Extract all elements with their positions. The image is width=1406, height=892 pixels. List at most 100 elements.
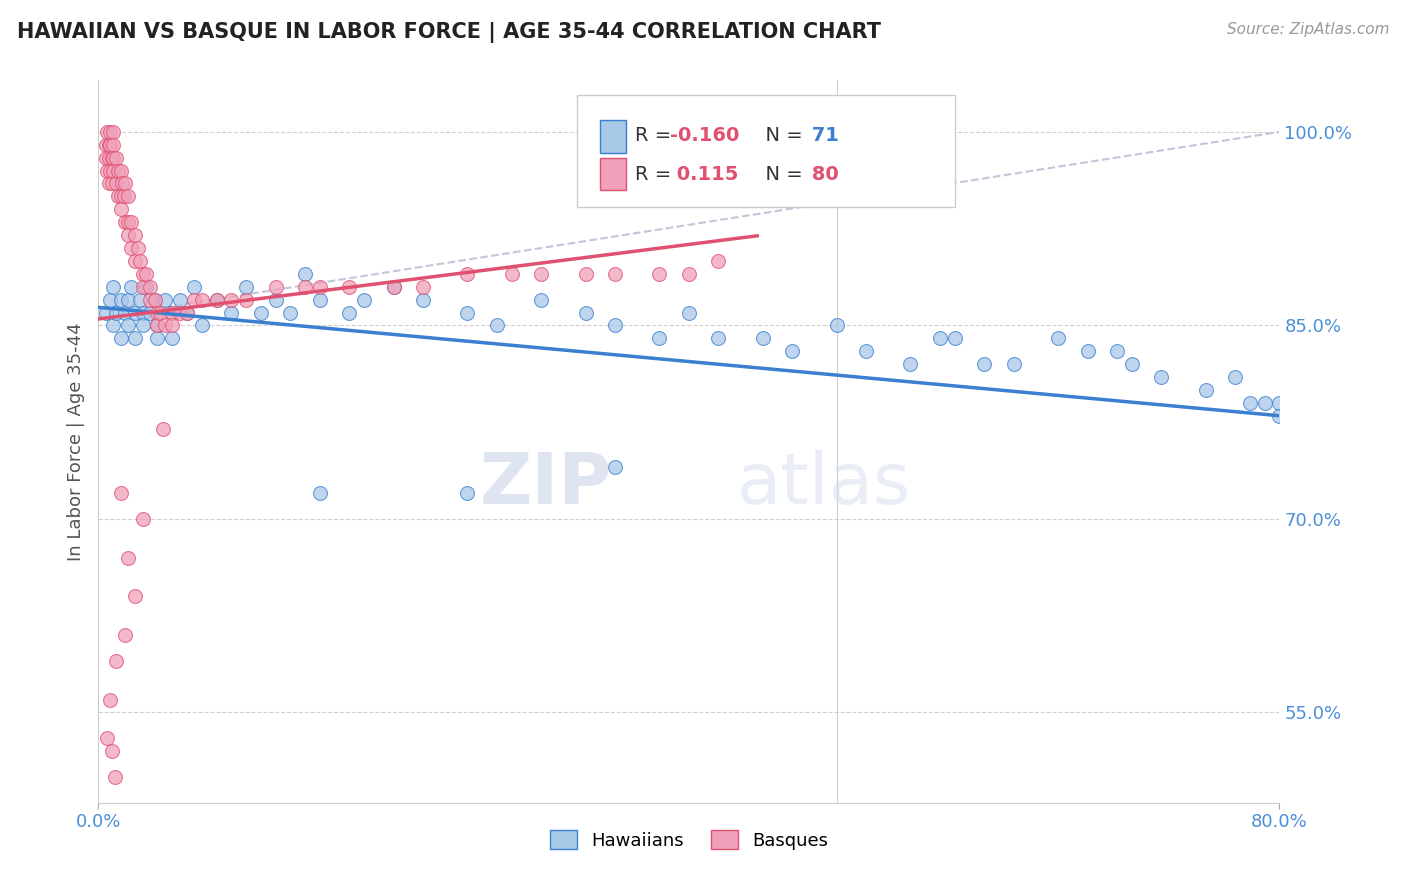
- Point: [648, 331, 671, 345]
- Point: [98, 692, 121, 706]
- Point: [112, 189, 135, 203]
- Point: [146, 331, 169, 345]
- Point: [264, 279, 287, 293]
- Point: [707, 253, 730, 268]
- Point: [169, 305, 191, 319]
- Point: [124, 305, 146, 319]
- Point: [457, 486, 479, 500]
- Point: [103, 318, 125, 333]
- Point: [97, 137, 120, 152]
- Point: [169, 293, 191, 307]
- Point: [146, 318, 169, 333]
- Point: [94, 305, 117, 319]
- Point: [103, 279, 125, 293]
- Point: [139, 279, 162, 293]
- Point: [94, 151, 117, 165]
- Point: [146, 305, 169, 319]
- Point: [575, 267, 598, 281]
- Point: [117, 293, 139, 307]
- Point: [103, 163, 125, 178]
- Point: [900, 357, 922, 371]
- Text: N =: N =: [752, 127, 808, 145]
- Point: [117, 215, 139, 229]
- Point: [1121, 357, 1143, 371]
- Point: [114, 305, 136, 319]
- Point: [191, 318, 214, 333]
- Point: [943, 331, 966, 345]
- Point: [605, 318, 627, 333]
- Point: [782, 344, 804, 359]
- Point: [752, 331, 775, 345]
- Point: [143, 293, 166, 307]
- Point: [855, 344, 877, 359]
- Point: [1107, 344, 1129, 359]
- Point: [97, 151, 120, 165]
- Point: [309, 293, 332, 307]
- Point: [183, 293, 205, 307]
- Point: [98, 125, 121, 139]
- Point: [929, 331, 952, 345]
- Point: [1239, 396, 1261, 410]
- Point: [412, 293, 434, 307]
- Point: [575, 305, 598, 319]
- Point: [412, 279, 434, 293]
- Point: [132, 267, 155, 281]
- Point: [353, 293, 375, 307]
- Point: [120, 279, 142, 293]
- Point: [678, 267, 700, 281]
- Point: [100, 177, 122, 191]
- Point: [382, 279, 405, 293]
- Point: [678, 305, 700, 319]
- Point: [1002, 357, 1025, 371]
- Point: [235, 293, 257, 307]
- Point: [110, 202, 132, 217]
- Point: [205, 293, 228, 307]
- Point: [107, 163, 129, 178]
- Point: [135, 279, 157, 293]
- Point: [1254, 396, 1277, 410]
- Point: [152, 422, 174, 436]
- Text: 0.115: 0.115: [671, 165, 738, 184]
- Text: atlas: atlas: [737, 450, 911, 519]
- Text: Source: ZipAtlas.com: Source: ZipAtlas.com: [1226, 22, 1389, 37]
- Point: [96, 125, 118, 139]
- Point: [139, 305, 162, 319]
- Point: [648, 267, 671, 281]
- Point: [124, 590, 146, 604]
- Point: [120, 241, 142, 255]
- Point: [114, 177, 136, 191]
- Point: [382, 279, 405, 293]
- Point: [457, 267, 479, 281]
- Point: [707, 331, 730, 345]
- Point: [294, 267, 316, 281]
- Point: [100, 744, 122, 758]
- Point: [103, 125, 125, 139]
- Point: [110, 163, 132, 178]
- Point: [205, 293, 228, 307]
- Point: [176, 305, 198, 319]
- Point: [139, 293, 162, 307]
- Point: [1046, 331, 1070, 345]
- Point: [1225, 370, 1247, 384]
- Point: [825, 318, 848, 333]
- Text: 71: 71: [804, 127, 838, 145]
- Point: [105, 151, 128, 165]
- Point: [114, 215, 136, 229]
- Text: ZIP: ZIP: [479, 450, 612, 519]
- Text: HAWAIIAN VS BASQUE IN LABOR FORCE | AGE 35-44 CORRELATION CHART: HAWAIIAN VS BASQUE IN LABOR FORCE | AGE …: [17, 22, 882, 44]
- Point: [105, 654, 128, 668]
- Point: [117, 318, 139, 333]
- Point: [162, 305, 183, 319]
- Bar: [600, 120, 626, 153]
- Point: [339, 305, 361, 319]
- Point: [117, 189, 139, 203]
- Point: [110, 331, 132, 345]
- Point: [605, 267, 627, 281]
- Point: [162, 318, 183, 333]
- Point: [124, 331, 146, 345]
- Point: [153, 318, 176, 333]
- Point: [1268, 396, 1291, 410]
- Point: [605, 460, 627, 475]
- Point: [309, 279, 332, 293]
- Point: [153, 293, 176, 307]
